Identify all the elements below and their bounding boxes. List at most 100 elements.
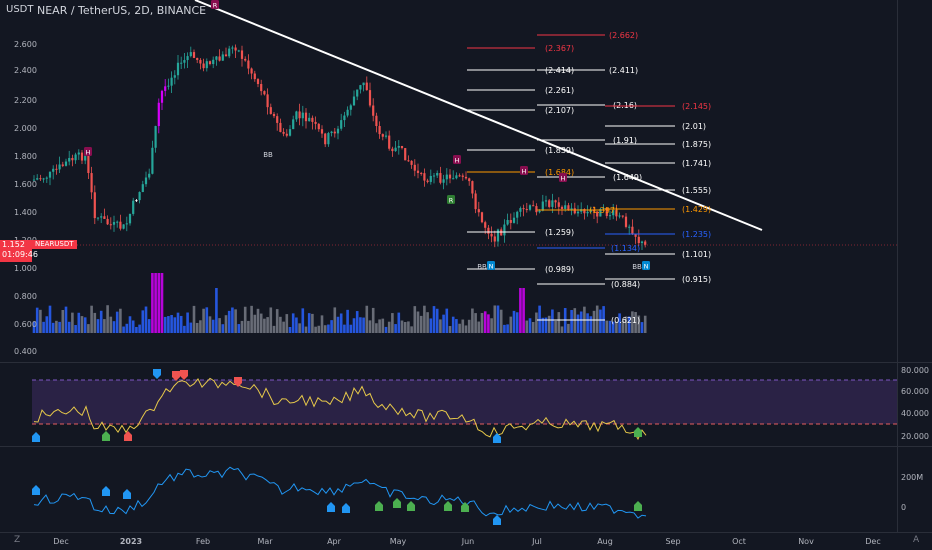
timezone-icon[interactable]: Z — [14, 535, 21, 545]
candle-body — [317, 123, 320, 130]
volume-bar — [128, 316, 132, 333]
candle-body — [532, 205, 535, 207]
volume-bar — [426, 312, 429, 333]
candle-body — [583, 209, 586, 214]
rsi-buy-marker — [124, 431, 132, 441]
candle-body — [612, 210, 615, 216]
volume-bar — [192, 305, 196, 333]
descending-trendline[interactable] — [194, 0, 763, 231]
volume-bar — [282, 321, 285, 333]
h-marker — [84, 147, 92, 156]
volume-bar — [531, 321, 535, 333]
volume-bar — [285, 314, 289, 333]
time-tick: Dec — [53, 537, 68, 546]
candle-body — [39, 178, 42, 180]
candle-body — [132, 200, 135, 214]
candle-body — [352, 96, 356, 106]
volume-bar — [215, 288, 218, 333]
candle-body — [237, 50, 240, 52]
symbol-price-tag: NEARUSDT — [32, 240, 77, 249]
currency-label: USDT — [6, 4, 34, 15]
volume-bar — [391, 313, 394, 333]
candle-body — [637, 236, 640, 244]
volume-bar — [480, 312, 484, 333]
symbol-title[interactable]: NEAR / TetherUS, 2D, BINANCE — [37, 4, 207, 17]
volume-bar — [573, 308, 577, 333]
volume-bar — [77, 312, 81, 333]
candle-body — [180, 62, 183, 64]
candle-body — [621, 215, 624, 217]
currency-box[interactable]: USDT — [0, 0, 34, 20]
volume-bar — [234, 309, 237, 333]
rsi-sell-marker — [234, 377, 242, 387]
volume-bar — [259, 313, 263, 333]
price-tick: 2.000 — [14, 124, 37, 133]
candle-body — [599, 208, 602, 217]
volume-bar — [483, 311, 487, 333]
fib-label: (2.411) — [609, 66, 638, 75]
volume-bar — [381, 318, 385, 333]
volume-bar — [599, 309, 602, 333]
time-tick: Jul — [531, 537, 542, 546]
n-marker-text: N — [644, 263, 649, 271]
volume-bar — [138, 324, 141, 333]
price-tick: 2.600 — [14, 40, 37, 49]
volume-bar — [167, 316, 170, 333]
candle-body — [605, 207, 608, 216]
candle-body — [116, 221, 119, 223]
candle-body — [228, 48, 231, 57]
volume-bar — [55, 320, 58, 333]
volume-bar — [61, 309, 65, 333]
volume-bar — [141, 310, 145, 333]
candle-body — [87, 155, 90, 174]
rsi-band — [32, 380, 897, 424]
volume-bar — [304, 326, 308, 333]
obv-marker — [342, 503, 350, 513]
volume-bar — [125, 323, 129, 333]
candle-body — [576, 211, 580, 214]
volume-bar — [93, 312, 97, 333]
volume-bar — [643, 315, 647, 333]
axis-labels: 2.6002.4002.2002.0001.8001.6001.4001.200… — [14, 40, 929, 546]
volume-bar — [365, 305, 369, 333]
volume-bar — [467, 319, 471, 333]
obv-marker — [327, 502, 335, 512]
fib-label: (0.621) — [611, 316, 640, 325]
candle-body — [349, 105, 352, 110]
volume-bar — [515, 312, 519, 333]
time-tick: Apr — [327, 537, 342, 546]
volume-bar — [48, 305, 52, 333]
h-marker-text: H — [522, 168, 527, 176]
fib-label: (1.875) — [682, 140, 711, 149]
volume-bar — [519, 288, 522, 333]
candle-body — [634, 234, 637, 237]
candle-body — [448, 174, 452, 179]
candle-body — [279, 122, 282, 132]
h-marker-text: H — [86, 149, 91, 157]
volume-bar — [560, 326, 564, 333]
volume-bar — [173, 317, 177, 333]
volume-bar — [576, 314, 580, 333]
auto-scale-icon[interactable]: A — [913, 535, 920, 545]
volume-bar — [435, 308, 439, 333]
volume-bar — [547, 315, 551, 333]
volume-bar — [298, 323, 301, 333]
candle-body — [109, 224, 112, 226]
candle-body — [538, 210, 541, 213]
candle-body — [426, 180, 429, 182]
candle-body — [589, 210, 592, 212]
volume-bar — [39, 309, 42, 333]
volume-bar — [458, 323, 461, 333]
candle-body — [343, 115, 346, 121]
volume-bar — [227, 310, 231, 333]
candle-body — [480, 212, 484, 223]
volume-bar — [256, 308, 260, 333]
candle-body — [557, 202, 560, 207]
candle-body — [596, 211, 599, 217]
candle-body — [100, 216, 103, 218]
volume-bar — [32, 321, 36, 333]
candle-body — [276, 116, 279, 123]
candle-body — [535, 206, 538, 213]
candle-body — [455, 175, 458, 179]
